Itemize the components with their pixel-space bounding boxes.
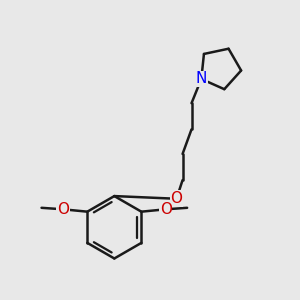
Text: N: N	[196, 71, 207, 86]
Text: O: O	[160, 202, 172, 217]
Text: O: O	[170, 191, 182, 206]
Text: O: O	[57, 202, 69, 217]
